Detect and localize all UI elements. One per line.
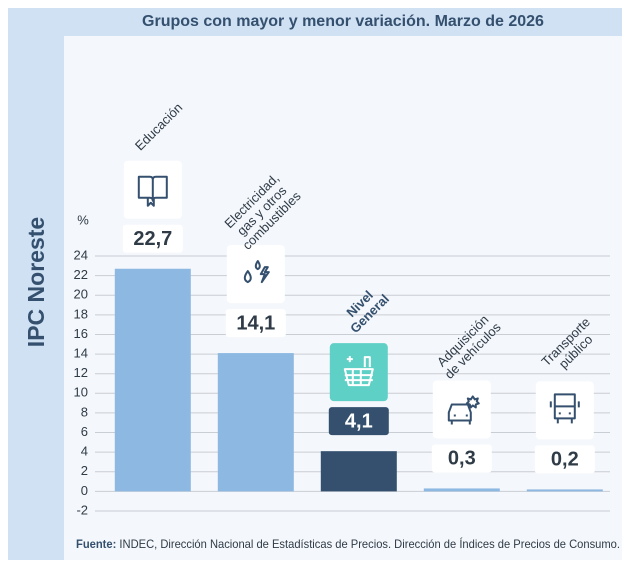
value-label-box xyxy=(328,407,389,436)
y-tick-label: 10 xyxy=(74,385,88,400)
y-tick-label: -2 xyxy=(76,502,88,517)
value-label-box xyxy=(122,224,183,253)
y-tick-label: 12 xyxy=(74,365,88,380)
value-label-box xyxy=(225,309,286,338)
value-label: 22,7 xyxy=(133,228,172,250)
bar xyxy=(114,268,191,492)
y-tick-label: 24 xyxy=(74,247,88,262)
icon xyxy=(447,395,480,425)
value-label: 14,1 xyxy=(236,312,275,334)
icon-box xyxy=(432,380,491,439)
source: Fuente: INDEC, Dirección Nacional de Est… xyxy=(76,536,620,551)
value-label: 4,1 xyxy=(345,410,373,432)
y-tick-label: 18 xyxy=(74,306,88,321)
y-tick-label: 22 xyxy=(74,267,88,282)
y-tick-label: 20 xyxy=(74,287,88,302)
icon-box xyxy=(226,245,285,304)
icon xyxy=(549,393,580,424)
side-band xyxy=(8,8,64,560)
y-tick-label: 16 xyxy=(74,326,88,341)
source-text: INDEC, Dirección Nacional de Estadística… xyxy=(119,536,620,551)
icon-box xyxy=(535,381,594,440)
icon-box xyxy=(329,343,388,402)
chart-title: Grupos con mayor y menor variación. Marz… xyxy=(142,13,544,30)
y-tick-label: 14 xyxy=(74,346,88,361)
bar xyxy=(526,489,603,492)
bar xyxy=(320,451,397,492)
icon xyxy=(137,175,168,207)
icon xyxy=(243,260,270,284)
panel xyxy=(8,8,622,560)
value-label: 0,3 xyxy=(448,448,476,470)
value-label: 0,2 xyxy=(551,449,579,471)
value-label-box xyxy=(431,444,492,473)
value-label-box xyxy=(534,445,595,474)
icon xyxy=(343,356,374,387)
y-axis-label: % xyxy=(77,212,89,227)
y-tick-label: 6 xyxy=(81,424,88,439)
side-label: IPC Noreste xyxy=(23,217,49,347)
y-tick-label: 2 xyxy=(81,463,88,478)
y-tick-label: 0 xyxy=(81,483,88,498)
title-band xyxy=(64,8,622,36)
bar xyxy=(423,488,500,492)
source-label: Fuente: xyxy=(76,537,116,551)
bar xyxy=(217,353,294,492)
y-tick-label: 4 xyxy=(81,444,88,459)
y-tick-label: 8 xyxy=(81,404,88,419)
